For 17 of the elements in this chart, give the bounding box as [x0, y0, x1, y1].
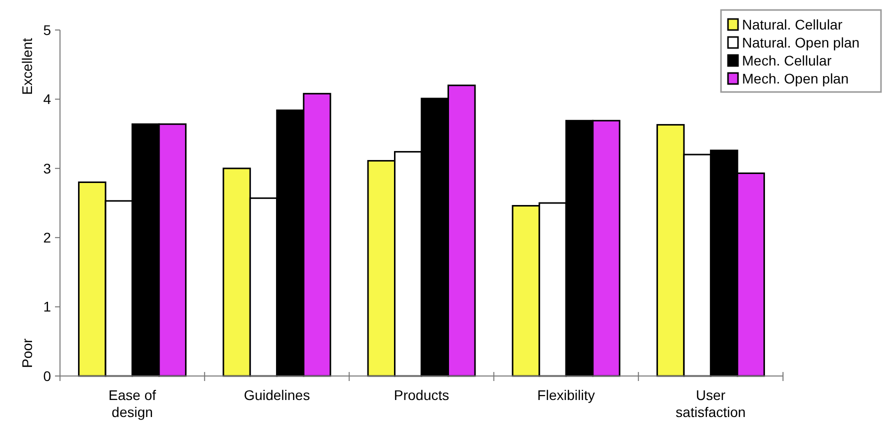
y-tick-label: 4	[43, 91, 52, 108]
legend-label: Natural. Cellular	[742, 16, 843, 32]
x-tick-label: Flexibility	[537, 387, 595, 403]
x-tick-label: Guidelines	[244, 387, 310, 403]
text: Excellent	[19, 38, 35, 95]
y-tick-label: 1	[43, 298, 52, 315]
y-tick-label: 5	[43, 22, 52, 38]
text: Poor	[19, 338, 35, 368]
x-tick-label: Ease of design	[108, 387, 156, 420]
x-tick-label: Products	[394, 387, 450, 403]
y-tick-label: 2	[43, 230, 52, 246]
y-tick-label: 3	[43, 160, 52, 176]
legend-label: Natural. Open plan	[742, 34, 860, 50]
x-tick-label: User satisfaction	[676, 387, 746, 420]
y-tick-label: 0	[43, 368, 52, 384]
legend-label: Mech. Open plan	[742, 70, 849, 86]
legend-label: Mech. Cellular	[742, 52, 832, 68]
